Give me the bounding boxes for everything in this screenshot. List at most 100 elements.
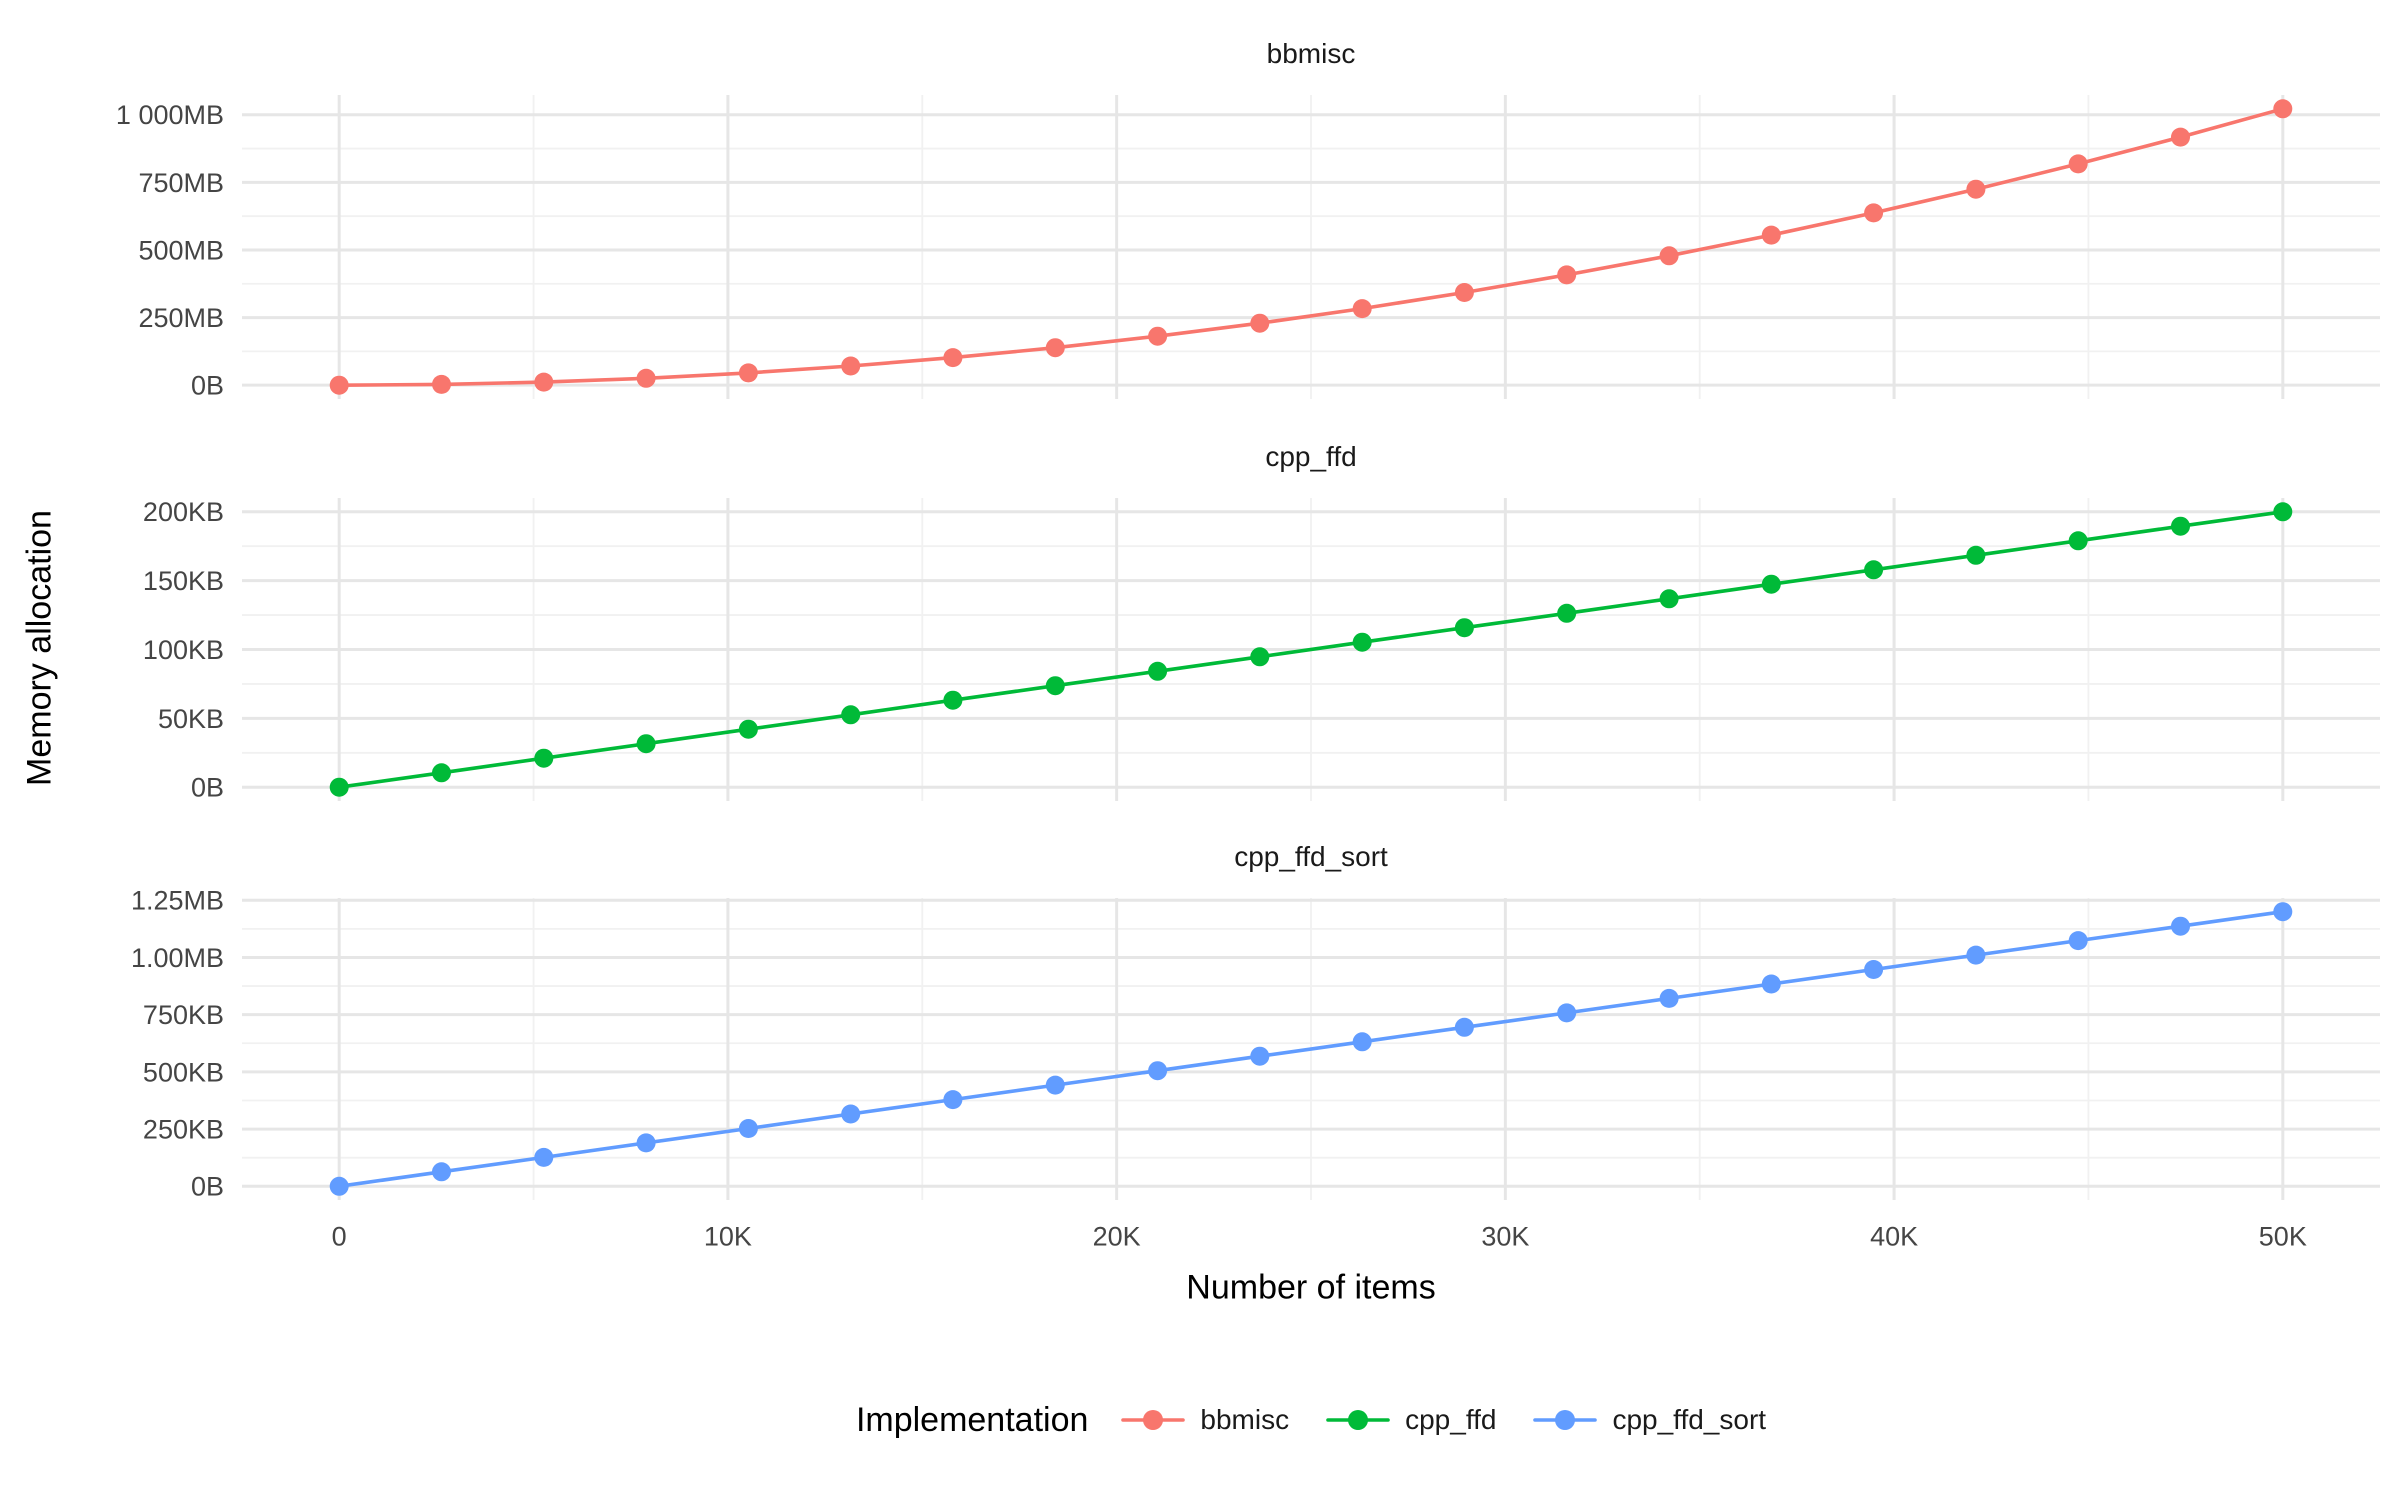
data-point-cpp_ffd_sort — [432, 1162, 451, 1182]
y-tick-label: 1 000MB — [116, 100, 224, 130]
legend-key-point — [1555, 1410, 1576, 1430]
data-point-bbmisc — [1659, 246, 1679, 266]
data-point-cpp_ffd — [1352, 632, 1372, 652]
series-line-cpp_ffd — [337, 509, 2285, 790]
y-tick-label: 1.00MB — [131, 943, 224, 973]
data-point-cpp_ffd_sort — [1148, 1061, 1168, 1081]
data-point-cpp_ffd_sort — [2273, 902, 2293, 922]
x-axis-title: Number of items — [1186, 1268, 1436, 1307]
data-point-bbmisc — [1761, 225, 1781, 245]
legend-key-point — [1348, 1410, 1369, 1430]
data-point-cpp_ffd_sort — [1352, 1032, 1372, 1052]
data-point-bbmisc — [1966, 179, 1986, 199]
data-point-cpp_ffd — [2273, 502, 2293, 522]
series-line-bbmisc — [337, 107, 2285, 388]
y-tick-label: 500MB — [138, 235, 224, 265]
y-tick-label: 250MB — [138, 303, 224, 333]
data-point-cpp_ffd_sort — [1761, 974, 1781, 994]
data-point-bbmisc — [2171, 127, 2190, 147]
facet-title-cpp_ffd_sort: cpp_ffd_sort — [1234, 841, 1388, 872]
legend-entry-label: cpp_ffd_sort — [1612, 1404, 1767, 1435]
data-point-cpp_ffd — [636, 734, 656, 754]
y-tick-label: 0B — [191, 773, 224, 803]
y-tick-label: 150KB — [143, 566, 224, 596]
data-point-cpp_ffd — [1250, 647, 1270, 667]
data-point-cpp_ffd — [329, 777, 349, 797]
data-point-cpp_ffd_sort — [636, 1133, 656, 1153]
data-point-cpp_ffd — [738, 719, 758, 739]
data-point-bbmisc — [2068, 154, 2088, 174]
legend-title: Implementation — [855, 1400, 1089, 1439]
data-point-cpp_ffd — [534, 748, 554, 768]
y-tick-label: 1.25MB — [131, 886, 224, 916]
y-tick-label: 0B — [191, 1172, 224, 1202]
data-point-bbmisc — [534, 372, 554, 392]
facet-title-cpp_ffd: cpp_ffd — [1265, 441, 1356, 472]
data-point-cpp_ffd — [2068, 531, 2088, 551]
data-point-bbmisc — [943, 348, 963, 368]
x-tick-label: 10K — [704, 1221, 752, 1251]
data-point-bbmisc — [636, 368, 656, 388]
data-point-bbmisc — [1864, 203, 1884, 223]
data-point-cpp_ffd_sort — [329, 1176, 349, 1196]
data-point-cpp_ffd_sort — [1250, 1046, 1270, 1066]
y-axis-title: Memory allocation — [20, 510, 59, 786]
data-point-cpp_ffd — [943, 690, 963, 710]
legend-entry-label: bbmisc — [1200, 1404, 1290, 1435]
data-point-cpp_ffd_sort — [943, 1090, 963, 1110]
x-tick-label: 20K — [1093, 1221, 1141, 1251]
data-point-bbmisc — [738, 363, 758, 383]
panel-cpp_ffd: cpp_ffd 0B 50KB 100KB 150KB 200KB — [143, 441, 2380, 803]
y-tick-label: 0B — [191, 371, 224, 401]
data-point-cpp_ffd — [432, 763, 451, 783]
panel-bbmisc: bbmisc 0B 250MB 500MB 750MB 1 000MB — [116, 38, 2380, 401]
data-point-cpp_ffd_sort — [1659, 988, 1679, 1008]
panel-cpp_ffd_sort: cpp_ffd_sort 0B 250KB 500KB 750KB 1.00MB 1.25M… — [131, 841, 2380, 1202]
legend: Implementation bbmisc cpp_ffd cpp_ffd_sort — [242, 1400, 2380, 1440]
data-point-bbmisc — [329, 375, 349, 395]
y-tick-label: 100KB — [143, 635, 224, 665]
y-tick-label: 250KB — [143, 1115, 224, 1145]
data-point-cpp_ffd_sort — [841, 1104, 861, 1124]
x-tick-label: 30K — [1481, 1221, 1529, 1251]
data-point-cpp_ffd — [1454, 618, 1474, 638]
data-point-cpp_ffd_sort — [1454, 1017, 1474, 1037]
data-point-cpp_ffd — [841, 705, 861, 725]
legend-entry-cpp_ffd_sort: cpp_ffd_sort — [1532, 1400, 1766, 1440]
legend-entry-cpp_ffd: cpp_ffd — [1325, 1400, 1496, 1440]
x-tick-label: 40K — [1870, 1221, 1918, 1251]
y-tick-label: 750MB — [138, 168, 224, 198]
data-point-cpp_ffd_sort — [534, 1147, 554, 1167]
data-point-cpp_ffd — [1966, 545, 1986, 565]
data-point-bbmisc — [2273, 99, 2293, 119]
data-point-cpp_ffd_sort — [1045, 1075, 1065, 1095]
data-point-cpp_ffd — [1864, 560, 1884, 580]
data-point-cpp_ffd_sort — [1557, 1003, 1577, 1023]
legend-key-icon — [1326, 1410, 1390, 1430]
legend-entry-label: cpp_ffd — [1405, 1404, 1497, 1435]
data-point-cpp_ffd — [1045, 676, 1065, 696]
data-point-bbmisc — [1557, 265, 1577, 285]
data-point-cpp_ffd — [2171, 516, 2190, 536]
y-tick-label: 750KB — [143, 1000, 224, 1030]
data-point-bbmisc — [432, 374, 451, 394]
x-tick-label: 50K — [2259, 1221, 2307, 1251]
data-point-bbmisc — [1250, 313, 1270, 333]
data-point-bbmisc — [841, 356, 861, 376]
data-point-cpp_ffd_sort — [1966, 945, 1986, 965]
legend-key-icon — [1121, 1410, 1186, 1430]
y-tick-label: 50KB — [158, 704, 224, 734]
data-point-bbmisc — [1045, 338, 1065, 358]
data-point-bbmisc — [1148, 326, 1168, 346]
data-point-bbmisc — [1454, 283, 1474, 302]
data-point-cpp_ffd_sort — [738, 1119, 758, 1138]
series-line-cpp_ffd_sort — [337, 909, 2285, 1189]
data-point-cpp_ffd_sort — [2068, 931, 2088, 951]
legend-key-point — [1143, 1410, 1164, 1430]
data-point-cpp_ffd_sort — [1864, 960, 1884, 979]
data-point-cpp_ffd — [1148, 661, 1168, 681]
legend-entries: bbmisc cpp_ffd cpp_ffd_sort — [1120, 1400, 1766, 1440]
y-tick-label: 500KB — [143, 1057, 224, 1087]
